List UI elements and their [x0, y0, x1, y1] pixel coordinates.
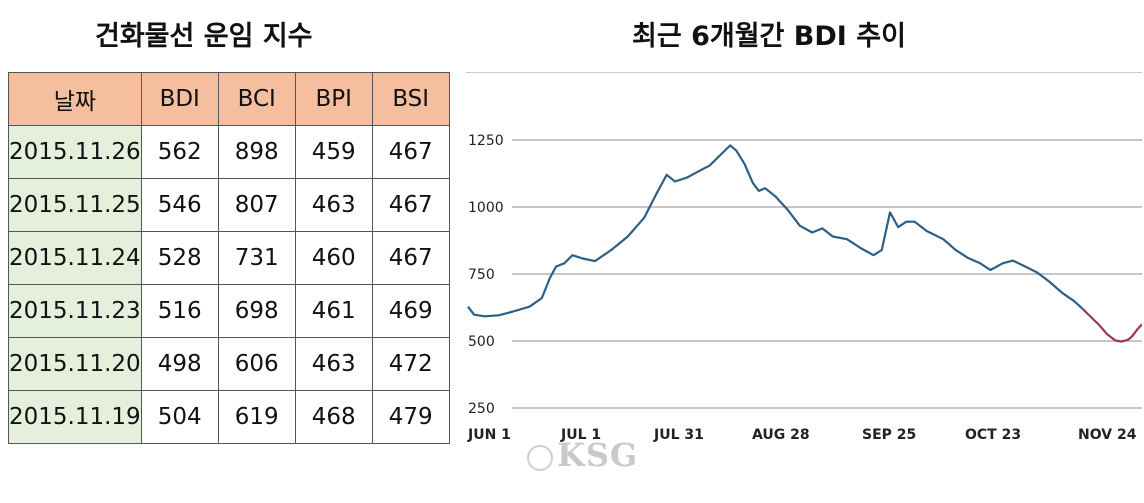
ksg-watermark: KSG — [527, 436, 638, 474]
cell-bdi: 562 — [140, 125, 219, 179]
header-bpi: BPI — [294, 72, 373, 126]
cell-bci: 731 — [217, 231, 296, 285]
cell-bci: 698 — [217, 284, 296, 338]
header-bdi: BDI — [140, 72, 219, 126]
x-tick-label: AUG 28 — [752, 427, 810, 443]
cell-date: 2015.11.23 — [8, 284, 142, 338]
cell-bsi: 469 — [371, 284, 450, 338]
ksg-logo-icon — [527, 444, 553, 471]
cell-date: 2015.11.20 — [8, 337, 142, 391]
cell-bsi: 467 — [371, 231, 450, 285]
cell-date: 2015.11.26 — [8, 125, 142, 179]
cell-bci: 619 — [217, 390, 296, 444]
table-row: 2015.11.20 498 606 463 472 — [8, 337, 450, 391]
cell-bdi: 528 — [140, 231, 219, 285]
y-tick-label: 1000 — [468, 200, 504, 216]
cell-bpi: 461 — [294, 284, 373, 338]
table-header-row: 날짜 BDI BCI BPI BSI — [8, 72, 450, 126]
x-tick-label: OCT 23 — [965, 427, 1021, 443]
cell-bci: 898 — [217, 125, 296, 179]
cell-bci: 606 — [217, 337, 296, 391]
cell-bdi: 516 — [140, 284, 219, 338]
table-row: 2015.11.19 504 619 468 479 — [8, 390, 450, 444]
cell-bpi: 463 — [294, 178, 373, 232]
y-tick-label: 500 — [468, 334, 495, 350]
cell-date: 2015.11.19 — [8, 390, 142, 444]
y-tick-label: 250 — [468, 401, 495, 417]
cell-bsi: 472 — [371, 337, 450, 391]
table-row: 2015.11.23 516 698 461 469 — [8, 284, 450, 338]
cell-bsi: 467 — [371, 125, 450, 179]
cell-bpi: 459 — [294, 125, 373, 179]
cell-date: 2015.11.24 — [8, 231, 142, 285]
cell-bdi: 546 — [140, 178, 219, 232]
table-row: 2015.11.24 528 731 460 467 — [8, 231, 450, 285]
x-tick-label: NOV 24 — [1078, 427, 1137, 443]
header-bci: BCI — [217, 72, 296, 126]
x-tick-label: JUN 1 — [467, 427, 511, 443]
bdi-line-chart: 1250 1000 750 500 250 JUN 1 JUL 1 JUL 31 AUG 28 S… — [466, 72, 1142, 443]
cell-bsi: 479 — [371, 390, 450, 444]
chart-title: 최근 6개월간 BDI 추이 — [632, 21, 906, 52]
cell-bpi: 463 — [294, 337, 373, 391]
cell-bsi: 467 — [371, 178, 450, 232]
table-row: 2015.11.26 562 898 459 467 — [8, 125, 450, 179]
x-tick-label: SEP 25 — [862, 427, 916, 443]
header-date: 날짜 — [8, 72, 142, 126]
y-tick-label: 750 — [468, 267, 495, 283]
cell-bdi: 498 — [140, 337, 219, 391]
header-bsi: BSI — [371, 72, 450, 126]
cell-bpi: 460 — [294, 231, 373, 285]
bdi-series-line — [467, 144, 1084, 318]
bdi-recent-series-line — [1081, 308, 1142, 343]
freight-index-table: 날짜 BDI BCI BPI BSI 2015.11.26 562 898 45… — [8, 72, 450, 444]
cell-bci: 807 — [217, 178, 296, 232]
cell-bpi: 468 — [294, 390, 373, 444]
cell-date: 2015.11.25 — [8, 178, 142, 232]
table-row: 2015.11.25 546 807 463 467 — [8, 178, 450, 232]
x-tick-label: JUL 1 — [560, 427, 601, 443]
cell-bdi: 504 — [140, 390, 219, 444]
x-tick-label: JUL 31 — [653, 427, 704, 443]
table-title: 건화물선 운임 지수 — [95, 21, 313, 52]
watermark-text: KSG — [557, 436, 639, 474]
y-tick-label: 1250 — [468, 133, 504, 149]
